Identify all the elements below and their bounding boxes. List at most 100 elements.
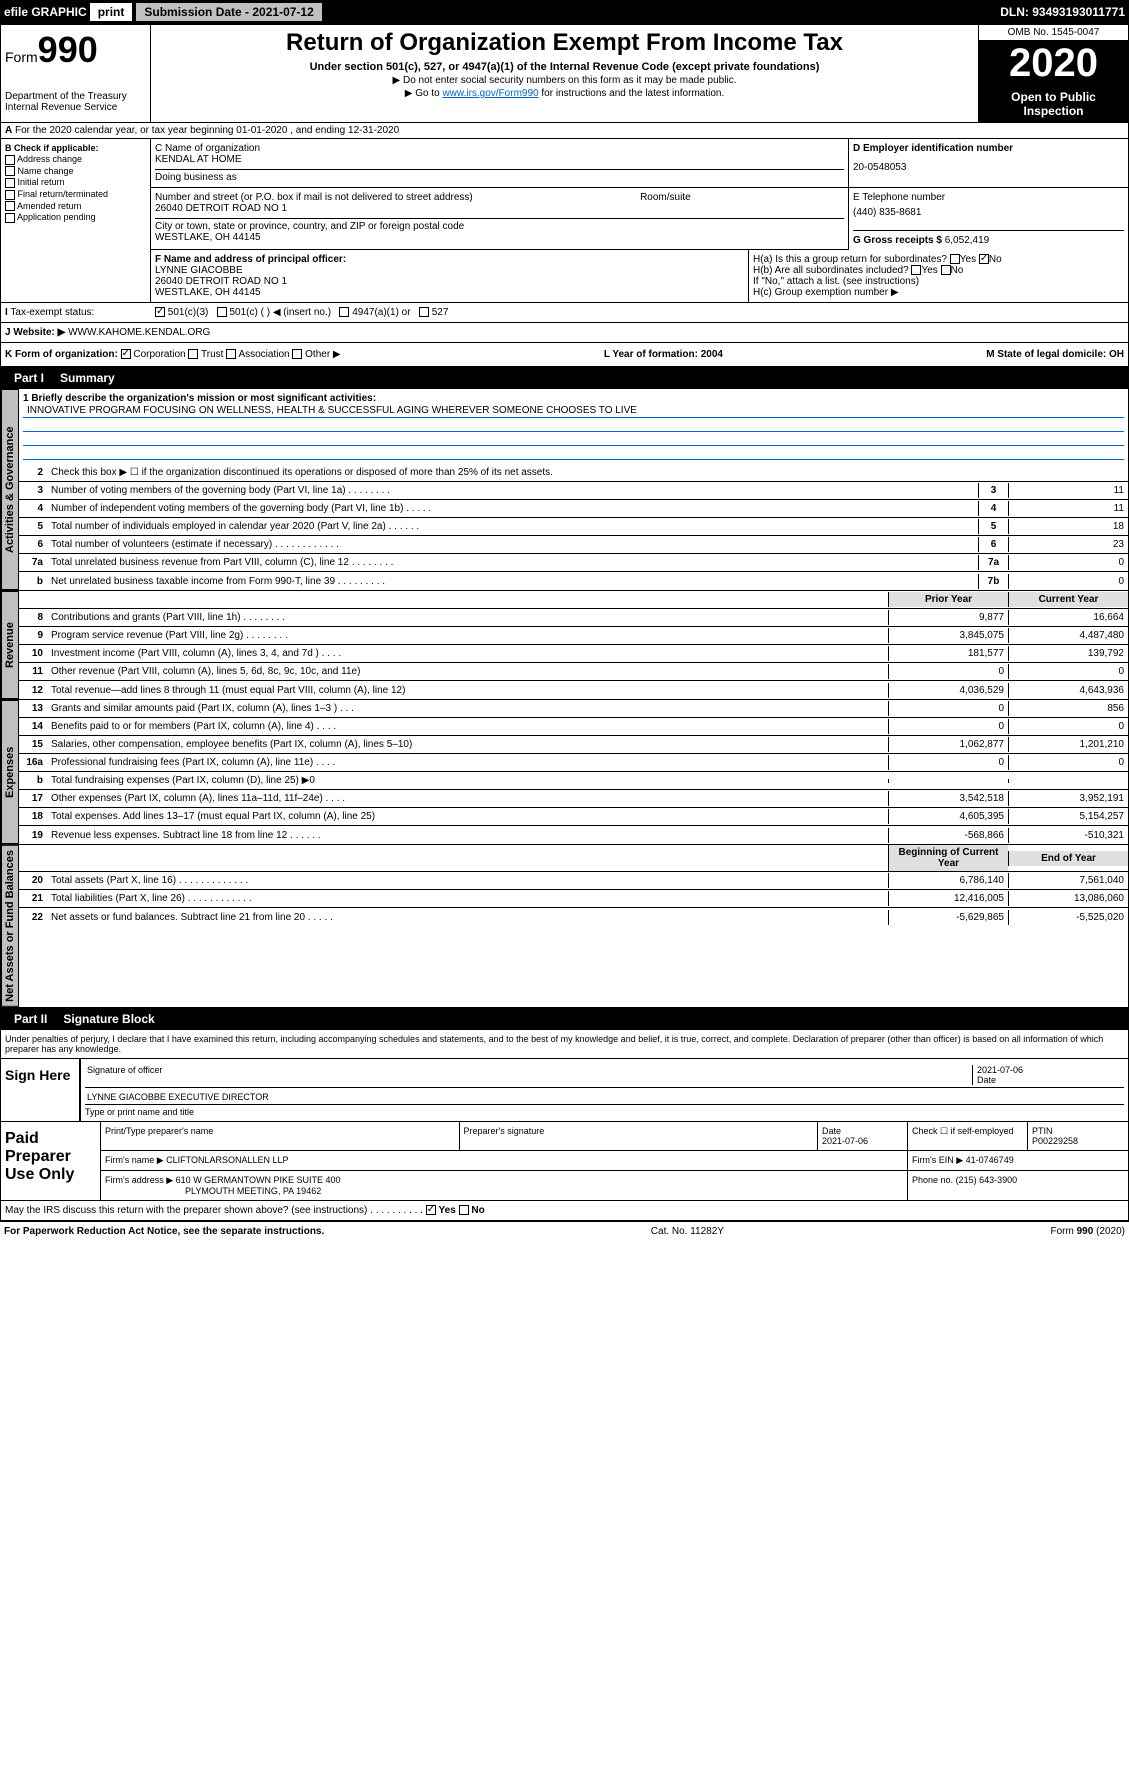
- line-10: 10 Investment income (Part VIII, column …: [19, 645, 1128, 663]
- org-name-cell: C Name of organization KENDAL AT HOME Do…: [151, 139, 848, 187]
- amended-check[interactable]: Amended return: [5, 201, 146, 212]
- line-5: 5 Total number of individuals employed i…: [19, 518, 1128, 536]
- dept-treasury: Department of the Treasury Internal Reve…: [5, 91, 146, 113]
- form-number: Form990: [5, 29, 146, 71]
- paid-preparer-label: Paid Preparer Use Only: [1, 1122, 101, 1200]
- form-org-row: K Form of organization: Corporation Trus…: [0, 343, 1129, 367]
- header-bar: efile GRAPHIC print Submission Date - 20…: [0, 0, 1129, 24]
- addr-change-check[interactable]: Address change: [5, 154, 146, 165]
- sign-here-label: Sign Here: [1, 1059, 81, 1121]
- website-row: J Website: ▶ WWW.KAHOME.KENDAL.ORG: [0, 323, 1129, 343]
- paperwork-notice: For Paperwork Reduction Act Notice, see …: [4, 1226, 324, 1237]
- line-19: 19 Revenue less expenses. Subtract line …: [19, 826, 1128, 844]
- year-formation: L Year of formation: 2004: [604, 349, 723, 360]
- ptin: P00229258: [1032, 1136, 1078, 1146]
- city-state: WESTLAKE, OH 44145: [155, 232, 844, 243]
- hb-yes[interactable]: [911, 265, 921, 275]
- 4947-check[interactable]: [339, 307, 349, 317]
- part1-revenue: Revenue Prior Year Current Year 8 Contri…: [0, 591, 1129, 700]
- part1-netassets: Net Assets or Fund Balances Beginning of…: [0, 845, 1129, 1008]
- line-8: 8 Contributions and grants (Part VIII, l…: [19, 609, 1128, 627]
- street-addr: 26040 DETROIT ROAD NO 1: [155, 203, 844, 214]
- submission-date: Submission Date - 2021-07-12: [135, 2, 322, 22]
- gross-receipts: G Gross receipts $ 6,052,419: [853, 230, 1124, 246]
- line-12: 12 Total revenue—add lines 8 through 11 …: [19, 681, 1128, 699]
- ha-yes[interactable]: [950, 254, 960, 264]
- trust-check[interactable]: [188, 349, 198, 359]
- corp-check[interactable]: [121, 349, 131, 359]
- form-header: Form990 Department of the Treasury Inter…: [0, 24, 1129, 123]
- part2-header: Part II Signature Block: [0, 1008, 1129, 1030]
- hb-no[interactable]: [941, 265, 951, 275]
- part1-expenses: Expenses 13 Grants and similar amounts p…: [0, 700, 1129, 845]
- website-value: WWW.KAHOME.KENDAL.ORG: [68, 327, 210, 338]
- ein-cell: D Employer identification number 20-0548…: [848, 139, 1128, 187]
- line-22: 22 Net assets or fund balances. Subtract…: [19, 908, 1128, 926]
- discuss-no[interactable]: [459, 1205, 469, 1215]
- prep-date: 2021-07-06: [822, 1136, 868, 1146]
- ssn-note: ▶ Do not enter social security numbers o…: [155, 75, 974, 86]
- form-ref: Form 990 (2020): [1051, 1226, 1125, 1237]
- col-b-checkboxes: B Check if applicable: Address change Na…: [1, 139, 151, 302]
- form-subtitle: Under section 501(c), 527, or 4947(a)(1)…: [155, 61, 974, 73]
- net-header: Beginning of Current Year End of Year: [19, 845, 1128, 872]
- line-11: 11 Other revenue (Part VIII, column (A),…: [19, 663, 1128, 681]
- 501c-check[interactable]: [217, 307, 227, 317]
- print-button[interactable]: print: [89, 2, 134, 22]
- mission-text: INNOVATIVE PROGRAM FOCUSING ON WELLNESS,…: [23, 404, 1124, 418]
- line-14: 14 Benefits paid to or for members (Part…: [19, 718, 1128, 736]
- discuss-row: May the IRS discuss this return with the…: [1, 1200, 1128, 1220]
- app-pending-check[interactable]: Application pending: [5, 212, 146, 223]
- part1-governance: Activities & Governance 1 Briefly descri…: [0, 389, 1129, 591]
- officer-name: LYNNE GIACOBBE: [155, 265, 744, 276]
- firm-ein: 41-0746749: [966, 1155, 1014, 1165]
- assoc-check[interactable]: [226, 349, 236, 359]
- initial-return-check[interactable]: Initial return: [5, 177, 146, 188]
- line-9: 9 Program service revenue (Part VIII, li…: [19, 627, 1128, 645]
- discuss-yes[interactable]: [426, 1205, 436, 1215]
- omb-number: OMB No. 1545-0047: [979, 25, 1128, 41]
- 501c3-check[interactable]: [155, 307, 165, 317]
- phone-value: (440) 835-8681: [853, 207, 1124, 218]
- line-21: 21 Total liabilities (Part X, line 26) .…: [19, 890, 1128, 908]
- ein-value: 20-0548053: [853, 162, 1124, 173]
- line-16a: 16a Professional fundraising fees (Part …: [19, 754, 1128, 772]
- org-name: KENDAL AT HOME: [155, 154, 844, 165]
- line-b: b Total fundraising expenses (Part IX, c…: [19, 772, 1128, 790]
- dln: DLN: 93493193011771: [1000, 5, 1125, 19]
- vtab-governance: Activities & Governance: [1, 389, 19, 590]
- sig-date: 2021-07-06: [977, 1065, 1122, 1075]
- line-6: 6 Total number of volunteers (estimate i…: [19, 536, 1128, 554]
- tax-year: 2020: [979, 41, 1128, 86]
- officer-typed-name: LYNNE GIACOBBE EXECUTIVE DIRECTOR: [87, 1092, 269, 1102]
- final-return-check[interactable]: Final return/terminated: [5, 189, 146, 200]
- other-check[interactable]: [292, 349, 302, 359]
- officer-cell: F Name and address of principal officer:…: [151, 250, 748, 302]
- vtab-expenses: Expenses: [1, 700, 19, 844]
- form-title: Return of Organization Exempt From Incom…: [155, 29, 974, 57]
- addr-cell: Number and street (or P.O. box if mail i…: [151, 188, 848, 250]
- irs-link[interactable]: www.irs.gov/Form990: [442, 88, 538, 99]
- line-3: 3 Number of voting members of the govern…: [19, 482, 1128, 500]
- perjury-text: Under penalties of perjury, I declare th…: [0, 1030, 1129, 1059]
- 527-check[interactable]: [419, 307, 429, 317]
- line-17: 17 Other expenses (Part IX, column (A), …: [19, 790, 1128, 808]
- ha-no[interactable]: [979, 254, 989, 264]
- row-a-tax-year: A For the 2020 calendar year, or tax yea…: [0, 123, 1129, 139]
- signature-section: Sign Here Signature of officer 2021-07-0…: [0, 1059, 1129, 1221]
- part1-header: Part I Summary: [0, 367, 1129, 389]
- line-20: 20 Total assets (Part X, line 16) . . . …: [19, 872, 1128, 890]
- section-b-c-d: B Check if applicable: Address change Na…: [0, 139, 1129, 303]
- open-public: Open to Public Inspection: [979, 86, 1128, 122]
- name-change-check[interactable]: Name change: [5, 166, 146, 177]
- phone-cell: E Telephone number (440) 835-8681 G Gros…: [848, 188, 1128, 250]
- efile-label: efile GRAPHIC: [4, 5, 87, 19]
- line-b: b Net unrelated business taxable income …: [19, 572, 1128, 590]
- tax-exempt-row: I Tax-exempt status: 501(c)(3) 501(c) ( …: [0, 303, 1129, 323]
- firm-phone: (215) 643-3900: [956, 1175, 1018, 1185]
- line-13: 13 Grants and similar amounts paid (Part…: [19, 700, 1128, 718]
- line-18: 18 Total expenses. Add lines 13–17 (must…: [19, 808, 1128, 826]
- line-15: 15 Salaries, other compensation, employe…: [19, 736, 1128, 754]
- rev-header: Prior Year Current Year: [19, 591, 1128, 609]
- vtab-netassets: Net Assets or Fund Balances: [1, 845, 19, 1007]
